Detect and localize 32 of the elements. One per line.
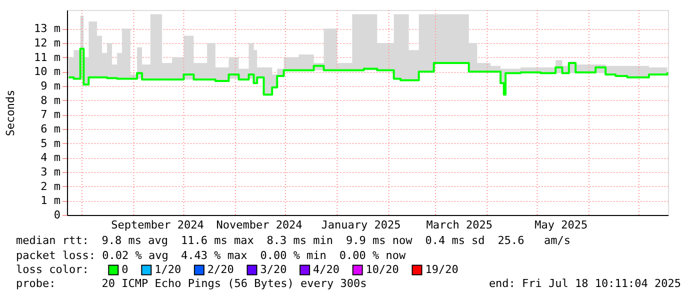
x-tick-label: January 2025 [321,218,401,232]
y-tick-label: 13 m [34,22,61,36]
y-tick-label: 4 m [40,151,61,164]
y-tick-label: 11 m [34,50,61,64]
y-tick-label: 9 m [40,79,61,92]
legend-label: 1/20 [154,263,182,276]
x-tick-label: November 2024 [216,218,303,232]
text: probe: 20 ICMP Echo Pings (56 Bytes) every 300s [16,277,367,290]
text: median rtt: 9.8 ms avg 11.6 ms max 8.3 ms min 9.9 ms now 0.4 ms sd 25.6 am/s [16,234,570,247]
y-tick-label: 12 m [34,36,61,50]
text: end: Fri Jul 18 10:11:04 2025 [488,277,681,290]
y-tick-label: 10 m [34,65,61,78]
x-tick-label: March 2025 [426,218,492,232]
x-tick-label: May 2025 [534,218,588,232]
legend-label: 0 [122,263,128,276]
y-tick-label: 0 [54,208,60,222]
y-tick-label: 7 m [40,108,61,122]
x-tick-label: September 2024 [111,218,204,232]
y-tick-label: 1 m [40,194,61,208]
y-tick-label: 5 m [40,136,61,150]
y-tick-label: 8 m [40,94,61,107]
legend-label: 10/20 [366,263,399,276]
legend-label: 2/20 [207,263,234,276]
y-tick-label: 6 m [40,122,61,136]
y-tick-label: 2 m [40,180,61,193]
legend-label: 4/20 [313,263,340,276]
y-axis-title: Seconds [4,90,18,136]
legend-label: 3/20 [260,263,287,276]
text: packet loss: 0.02 % avg 4.43 % max 0.00 % min 0.00 % now [16,249,406,262]
legend-title: loss color: [16,263,89,276]
y-tick-label: 3 m [40,165,61,178]
legend-label: 19/20 [425,263,458,276]
